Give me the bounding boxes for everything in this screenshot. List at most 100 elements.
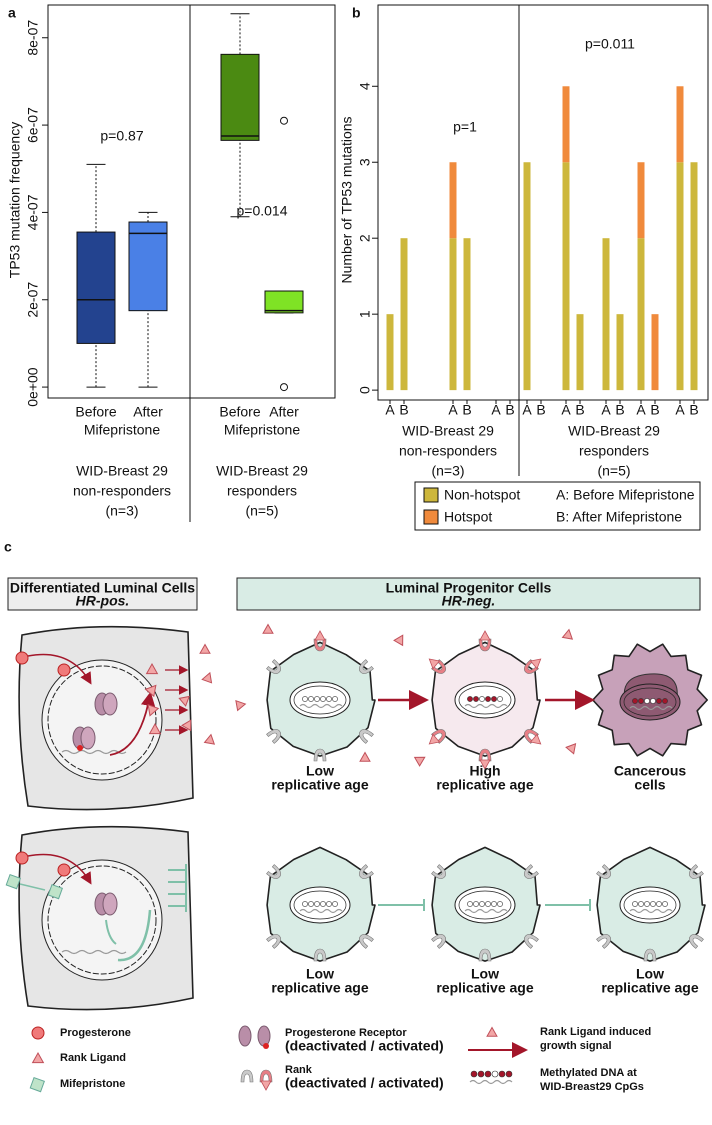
- rank-cup: [688, 864, 704, 879]
- cpg: [650, 698, 656, 704]
- y-tick-label: 4: [357, 82, 373, 90]
- bar-segment: [386, 314, 394, 391]
- nucleus: [289, 886, 351, 924]
- bar-segment: [576, 314, 584, 391]
- rank-ligand: [393, 634, 404, 647]
- header-subtitle: HR-pos.: [76, 593, 130, 609]
- nucleus-inner: [458, 890, 512, 920]
- cpg: [485, 901, 491, 907]
- legend-cpg: [498, 1070, 506, 1078]
- group-label: non-responders: [399, 443, 497, 459]
- legend-mifepristone: [29, 1076, 45, 1093]
- bar-segment: [449, 162, 457, 239]
- legend-receptor: [238, 1025, 252, 1047]
- x-tick-label: B: [399, 402, 408, 418]
- cpg: [632, 698, 638, 704]
- dna: [629, 705, 673, 711]
- rank-cup: [266, 934, 282, 949]
- rank: [358, 934, 374, 949]
- rank-cup: [431, 864, 447, 879]
- cpg: [302, 901, 308, 907]
- cpg: [491, 901, 497, 907]
- legend-swatch: [423, 487, 439, 503]
- bar-segment: [637, 238, 645, 391]
- y-tick-label: 0: [357, 386, 373, 394]
- rank-ligand: [181, 719, 192, 732]
- panel-label: c: [4, 539, 12, 555]
- progesterone: [15, 851, 29, 865]
- legend-label: Methylated DNA at: [540, 1067, 637, 1079]
- rank-cup: [358, 659, 374, 674]
- nucleus-inner: [47, 865, 157, 975]
- bound-ligand: [529, 658, 542, 670]
- dna: [299, 703, 343, 709]
- cpg: [326, 696, 332, 702]
- plot-frame: [47, 4, 336, 399]
- cpg: [302, 696, 308, 702]
- cell-caption: replicative age: [436, 980, 533, 996]
- dna: [629, 908, 673, 914]
- cpg: [656, 901, 662, 907]
- bound-ligand: [529, 733, 542, 745]
- rank-cup: [266, 659, 282, 674]
- p-value: p=1: [453, 119, 477, 135]
- cpg: [473, 901, 479, 907]
- rank: [266, 934, 282, 949]
- x-tick-label: A: [636, 402, 646, 418]
- legend-label: Progesterone Receptor: [285, 1027, 407, 1039]
- rank-ligand: [144, 684, 157, 698]
- header-box: [7, 577, 198, 611]
- cpg: [656, 698, 662, 704]
- legend-swatch: [423, 509, 439, 525]
- group-label: WID-Breast 29: [568, 423, 660, 439]
- x-tick-label: A: [491, 402, 501, 418]
- bar-segment: [616, 314, 624, 391]
- legend-note: A: Before Mifepristone: [556, 487, 695, 503]
- rank-ligand: [31, 1051, 45, 1064]
- rank: [431, 934, 447, 949]
- dna: [61, 949, 127, 955]
- x-subtitle: Mifepristone: [224, 422, 300, 438]
- rank: [428, 658, 447, 674]
- rank: [431, 864, 447, 879]
- mife-path: [19, 883, 46, 891]
- cell-state: Low: [306, 966, 334, 982]
- legend-cpg: [470, 1070, 478, 1078]
- rank: [688, 934, 704, 949]
- rank: [688, 864, 704, 879]
- group-label: responders: [227, 483, 297, 499]
- rank-ligand: [413, 756, 426, 767]
- cpg: [332, 901, 338, 907]
- nucleus: [454, 681, 516, 719]
- legend-note: (deactivated / activated): [285, 1075, 444, 1091]
- panel-label: a: [8, 5, 16, 21]
- rank-cup: [431, 934, 447, 949]
- group-label: (n=3): [105, 503, 138, 519]
- x-tick-label: After: [133, 404, 163, 420]
- cpg: [326, 901, 332, 907]
- y-tick-label: 2e-07: [25, 282, 41, 318]
- rank-cup: [358, 864, 374, 879]
- rank: [523, 729, 542, 745]
- bound-ligand: [428, 658, 441, 670]
- legend-label: Progesterone: [60, 1027, 131, 1039]
- bar-segment: [400, 238, 408, 391]
- rank: [523, 658, 542, 674]
- rank: [428, 729, 447, 745]
- mifepristone: [5, 873, 21, 890]
- legend-note: (deactivated / activated): [285, 1038, 444, 1054]
- block: [105, 919, 117, 945]
- dna: [464, 703, 508, 709]
- dna: [464, 908, 508, 914]
- rank-ligand: [199, 643, 211, 654]
- legend-note: growth signal: [540, 1040, 612, 1052]
- nucleus: [454, 886, 516, 924]
- cpg: [479, 696, 485, 702]
- rank-ligand: [565, 743, 577, 755]
- rank: [523, 864, 539, 879]
- bound-ligand: [260, 1080, 272, 1091]
- cpg: [332, 696, 338, 702]
- rank: [358, 729, 374, 744]
- rank-cup: [478, 948, 492, 962]
